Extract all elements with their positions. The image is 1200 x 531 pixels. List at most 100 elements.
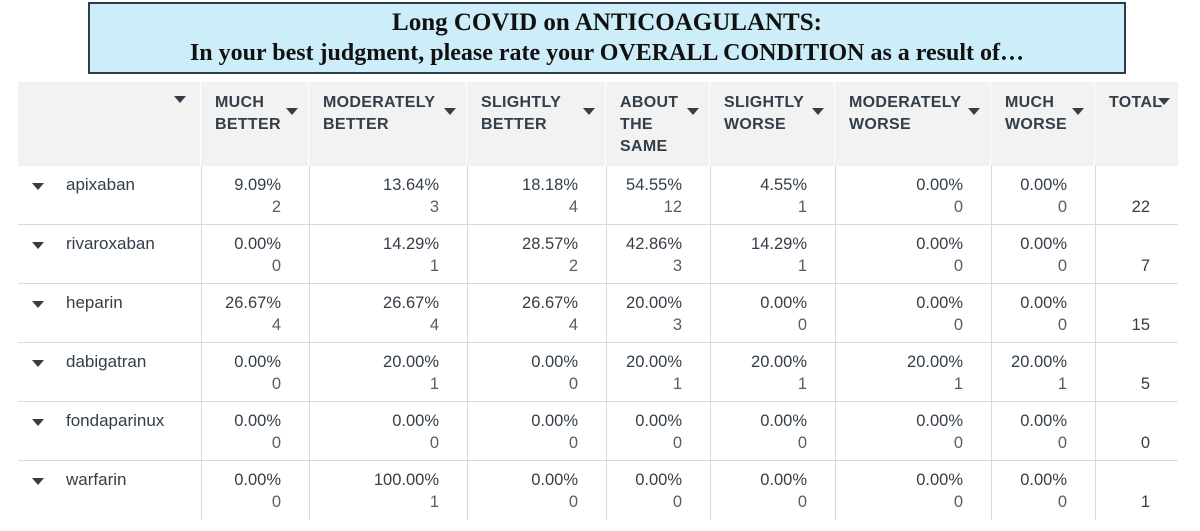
percent-value: 0.00% — [234, 471, 281, 489]
data-cell: 26.67% 4 — [201, 284, 309, 343]
row-expand-caret-icon[interactable] — [32, 478, 44, 485]
count-value: 4 — [568, 198, 578, 216]
count-value: 0 — [1057, 493, 1067, 511]
count-value: 3 — [672, 257, 682, 275]
row-expand-caret-icon[interactable] — [32, 242, 44, 249]
count-value: 0 — [1057, 316, 1067, 334]
header-rowlabel-cell[interactable] — [18, 82, 201, 166]
count-value: 1 — [429, 257, 439, 275]
percent-value: 0.00% — [531, 471, 578, 489]
sort-caret-icon[interactable] — [174, 96, 186, 103]
count-value: 1 — [672, 375, 682, 393]
data-cell: 18.18% 4 — [467, 166, 606, 225]
count-value: 1 — [797, 198, 807, 216]
table-row-dabigatran: dabigatran 0.00% 0 20.00% 1 0.00% 0 20.00% 1 20.0… — [18, 343, 1178, 402]
percent-value: 20.00% — [1011, 353, 1067, 371]
count-value: 1 — [953, 375, 963, 393]
row-label-cell[interactable]: apixaban — [18, 166, 201, 225]
data-cell: 0.00% 0 — [201, 225, 309, 284]
column-header-label: TOTAL — [1109, 94, 1163, 111]
row-expand-caret-icon[interactable] — [32, 360, 44, 367]
sort-caret-icon[interactable] — [968, 108, 980, 115]
count-value: 12 — [663, 198, 682, 216]
count-value: 0 — [429, 434, 439, 452]
data-cell: 42.86% 3 — [606, 225, 710, 284]
total-cell: 0 — [1095, 402, 1178, 461]
row-expand-caret-icon[interactable] — [32, 301, 44, 308]
total-cell: 22 — [1095, 166, 1178, 225]
column-header-much-worse[interactable]: MUCH WORSE — [991, 82, 1095, 166]
sort-caret-icon[interactable] — [444, 108, 456, 115]
count-value: 4 — [271, 316, 281, 334]
column-header-label: SLIGHTLY BETTER — [481, 94, 561, 133]
row-label: dabigatran — [66, 352, 147, 371]
percent-value: 26.67% — [383, 294, 439, 312]
count-value: 0 — [953, 316, 963, 334]
count-value: 0 — [568, 375, 578, 393]
percent-value: 0.00% — [916, 176, 963, 194]
row-label: apixaban — [66, 175, 136, 194]
percent-value: 0.00% — [392, 412, 439, 430]
row-label-cell[interactable]: dabigatran — [18, 343, 201, 402]
row-expand-caret-icon[interactable] — [32, 419, 44, 426]
row-expand-caret-icon[interactable] — [32, 183, 44, 190]
percent-value: 0.00% — [1020, 412, 1067, 430]
data-cell: 0.00% 0 — [710, 461, 835, 520]
column-header-label: MUCH BETTER — [215, 94, 281, 133]
data-cell: 20.00% 1 — [309, 343, 467, 402]
row-label-cell[interactable]: heparin — [18, 284, 201, 343]
row-label-cell[interactable]: fondaparinux — [18, 402, 201, 461]
sort-caret-icon[interactable] — [1072, 108, 1084, 115]
percent-value: 0.00% — [635, 412, 682, 430]
column-header-total[interactable]: TOTAL — [1095, 82, 1178, 166]
count-value: 2 — [271, 198, 281, 216]
column-header-moderately-better[interactable]: MODERATELY BETTER — [309, 82, 467, 166]
data-cell: 0.00% 0 — [467, 343, 606, 402]
count-value: 0 — [1057, 198, 1067, 216]
column-header-about-the-same[interactable]: ABOUT THE SAME — [606, 82, 710, 166]
data-cell: 20.00% 1 — [710, 343, 835, 402]
data-cell: 0.00% 0 — [991, 461, 1095, 520]
sort-caret-icon[interactable] — [583, 108, 595, 115]
count-value: 1 — [1057, 375, 1067, 393]
count-value: 1 — [429, 375, 439, 393]
total-cell: 7 — [1095, 225, 1178, 284]
percent-value: 0.00% — [635, 471, 682, 489]
column-header-much-better[interactable]: MUCH BETTER — [201, 82, 309, 166]
count-value: 0 — [568, 493, 578, 511]
column-header-label: MODERATELY WORSE — [849, 94, 962, 133]
sort-caret-icon[interactable] — [1158, 98, 1170, 105]
percent-value: 54.55% — [626, 176, 682, 194]
data-cell: 0.00% 0 — [835, 402, 991, 461]
data-cell: 0.00% 0 — [309, 402, 467, 461]
count-value: 0 — [271, 375, 281, 393]
percent-value: 100.00% — [373, 471, 439, 489]
results-table: MUCH BETTER MODERATELY BETTER SLIGHTLY BET… — [18, 82, 1178, 520]
count-value: 0 — [797, 434, 807, 452]
column-header-slightly-worse[interactable]: SLIGHTLY WORSE — [710, 82, 835, 166]
sort-caret-icon[interactable] — [286, 108, 298, 115]
percent-value: 20.00% — [907, 353, 963, 371]
total-cell: 15 — [1095, 284, 1178, 343]
row-label: rivaroxaban — [66, 234, 155, 253]
percent-value: 0.00% — [234, 235, 281, 253]
column-header-moderately-worse[interactable]: MODERATELY WORSE — [835, 82, 991, 166]
percent-value: 26.67% — [522, 294, 578, 312]
percent-value: 18.18% — [522, 176, 578, 194]
data-cell: 0.00% 0 — [835, 166, 991, 225]
data-cell: 0.00% 0 — [467, 402, 606, 461]
percent-value: 0.00% — [1020, 235, 1067, 253]
percent-value: 0.00% — [916, 412, 963, 430]
row-label-cell[interactable]: warfarin — [18, 461, 201, 520]
column-header-slightly-better[interactable]: SLIGHTLY BETTER — [467, 82, 606, 166]
sort-caret-icon[interactable] — [687, 108, 699, 115]
data-cell: 13.64% 3 — [309, 166, 467, 225]
percent-value: 13.64% — [383, 176, 439, 194]
data-cell: 26.67% 4 — [309, 284, 467, 343]
row-label-cell[interactable]: rivaroxaban — [18, 225, 201, 284]
count-value: 0 — [271, 257, 281, 275]
percent-value: 0.00% — [1020, 471, 1067, 489]
sort-caret-icon[interactable] — [812, 108, 824, 115]
percent-value: 0.00% — [234, 353, 281, 371]
count-value: 4 — [429, 316, 439, 334]
